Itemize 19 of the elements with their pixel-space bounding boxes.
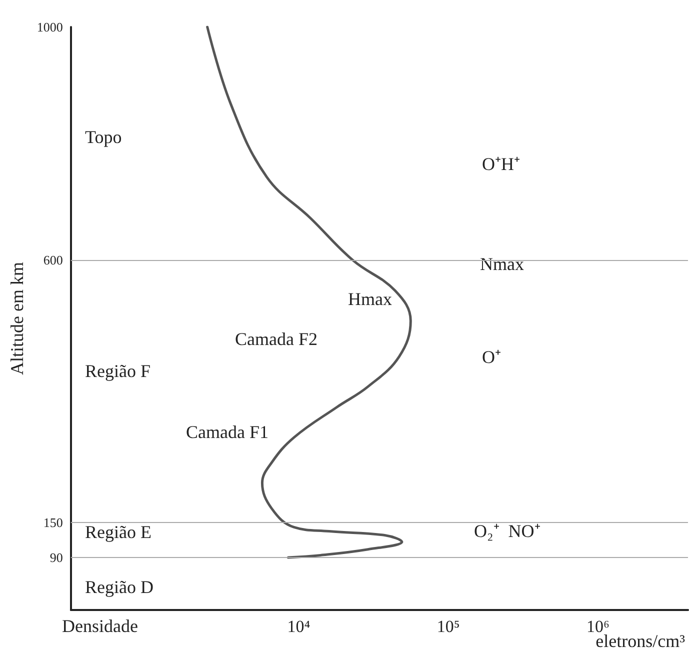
x-tick-label: 10⁴ [287,617,310,636]
annotation: Camada F2 [235,329,318,349]
annotation: Topo [85,127,122,147]
y-tick-label: 1000 [36,20,63,34]
annotation: Camada F1 [186,422,268,442]
annotation: O⁺ [482,347,501,367]
annotation: Nmax [480,254,524,274]
y-tick-label: 150 [43,515,63,530]
annotation: Região F [85,361,150,381]
x-tick-label: 10⁵ [436,617,460,636]
annotation: Região E [85,522,152,542]
y-tick-label: 600 [43,252,63,268]
annotation: Hmax [348,289,392,309]
annotation: Região D [85,577,154,597]
annotation: O₂⁺ NO⁺ [474,521,540,541]
y-axis-title: Altitude em km [7,262,27,375]
annotation: O⁺H⁺ [482,154,520,174]
text: Densidade [62,616,138,636]
y-tick-label: 90 [50,550,63,566]
